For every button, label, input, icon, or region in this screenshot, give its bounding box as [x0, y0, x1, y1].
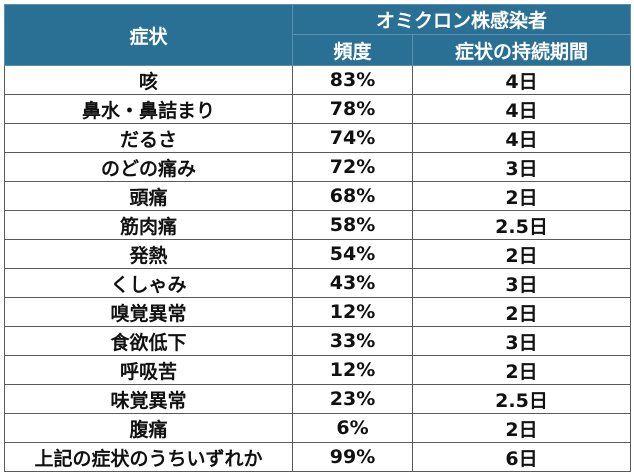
cell-symptom: のどの痛み — [4, 152, 293, 182]
table-row: 咳 83% 4日 — [4, 65, 632, 95]
cell-frequency: 23% — [292, 384, 413, 414]
table-row: 頭痛 68% 2日 — [4, 181, 632, 211]
cell-duration: 6日 — [411, 442, 632, 472]
cell-symptom: 筋肉痛 — [4, 210, 293, 240]
table-row: 腹痛 6% 2日 — [4, 413, 632, 443]
cell-duration: 3日 — [411, 268, 632, 298]
cell-symptom: 咳 — [4, 65, 293, 95]
table-header: 症状 オミクロン株感染者 頻度 症状の持続期間 — [4, 4, 632, 66]
cell-frequency: 78% — [292, 94, 413, 124]
cell-duration: 4日 — [411, 65, 632, 95]
cell-duration: 2日 — [411, 355, 632, 385]
table-row: くしゃみ 43% 3日 — [4, 268, 632, 298]
header-symptom: 症状 — [4, 4, 293, 66]
cell-frequency: 43% — [292, 268, 413, 298]
cell-frequency: 68% — [292, 181, 413, 211]
table-row: のどの痛み 72% 3日 — [4, 152, 632, 182]
symptom-table-container: 症状 オミクロン株感染者 頻度 症状の持続期間 咳 83% 4日 鼻水・鼻詰まり 78%… — [4, 4, 632, 472]
table-body: 咳 83% 4日 鼻水・鼻詰まり 78% 4日 だるさ 74% 4日 のどの痛み 72% 3日 頭痛 68… — [4, 65, 632, 472]
table-row: 呼吸苦 12% 2日 — [4, 355, 632, 385]
table-row: 発熱 54% 2日 — [4, 239, 632, 269]
table-row: 食欲低下 33% 3日 — [4, 326, 632, 356]
cell-symptom: 上記の症状のうちいずれか — [4, 442, 293, 472]
cell-duration: 3日 — [411, 152, 632, 182]
table-row: だるさ 74% 4日 — [4, 123, 632, 153]
cell-duration: 3日 — [411, 326, 632, 356]
cell-duration: 2.5日 — [411, 384, 632, 414]
header-row-group: 症状 オミクロン株感染者 — [4, 4, 632, 66]
cell-duration: 2日 — [411, 181, 632, 211]
cell-symptom: だるさ — [4, 123, 293, 153]
cell-symptom: 味覚異常 — [4, 384, 293, 414]
table-row: 鼻水・鼻詰まり 78% 4日 — [4, 94, 632, 124]
cell-frequency: 6% — [292, 413, 413, 443]
cell-symptom: 鼻水・鼻詰まり — [4, 94, 293, 124]
table-row: 上記の症状のうちいずれか 99% 6日 — [4, 442, 632, 472]
cell-duration: 2日 — [411, 413, 632, 443]
header-row-sub: 頻度 症状の持続期間 — [5, 34, 632, 66]
cell-frequency: 74% — [292, 123, 413, 153]
cell-duration: 2.5日 — [411, 210, 632, 240]
cell-duration: 2日 — [411, 297, 632, 327]
cell-symptom: 食欲低下 — [4, 326, 293, 356]
cell-symptom: 頭痛 — [4, 181, 293, 211]
cell-frequency: 33% — [292, 326, 413, 356]
cell-frequency: 12% — [292, 297, 413, 327]
cell-frequency: 72% — [292, 152, 413, 182]
header-duration: 症状の持続期間 — [411, 34, 632, 66]
cell-symptom: くしゃみ — [4, 268, 293, 298]
cell-symptom: 嗅覚異常 — [4, 297, 293, 327]
cell-frequency: 83% — [292, 65, 413, 95]
symptom-table: 症状 オミクロン株感染者 頻度 症状の持続期間 咳 83% 4日 鼻水・鼻詰まり 78%… — [4, 4, 632, 472]
cell-frequency: 58% — [292, 210, 413, 240]
cell-symptom: 腹痛 — [4, 413, 293, 443]
header-omicron-group: オミクロン株感染者 — [291, 4, 632, 35]
cell-symptom: 発熱 — [4, 239, 293, 269]
header-frequency: 頻度 — [292, 34, 413, 66]
cell-duration: 4日 — [411, 123, 632, 153]
table-row: 味覚異常 23% 2.5日 — [4, 384, 632, 414]
cell-frequency: 99% — [292, 442, 413, 472]
cell-frequency: 54% — [292, 239, 413, 269]
cell-frequency: 12% — [292, 355, 413, 385]
table-row: 筋肉痛 58% 2.5日 — [4, 210, 632, 240]
cell-duration: 2日 — [411, 239, 632, 269]
cell-symptom: 呼吸苦 — [4, 355, 293, 385]
cell-duration: 4日 — [411, 94, 632, 124]
table-row: 嗅覚異常 12% 2日 — [4, 297, 632, 327]
